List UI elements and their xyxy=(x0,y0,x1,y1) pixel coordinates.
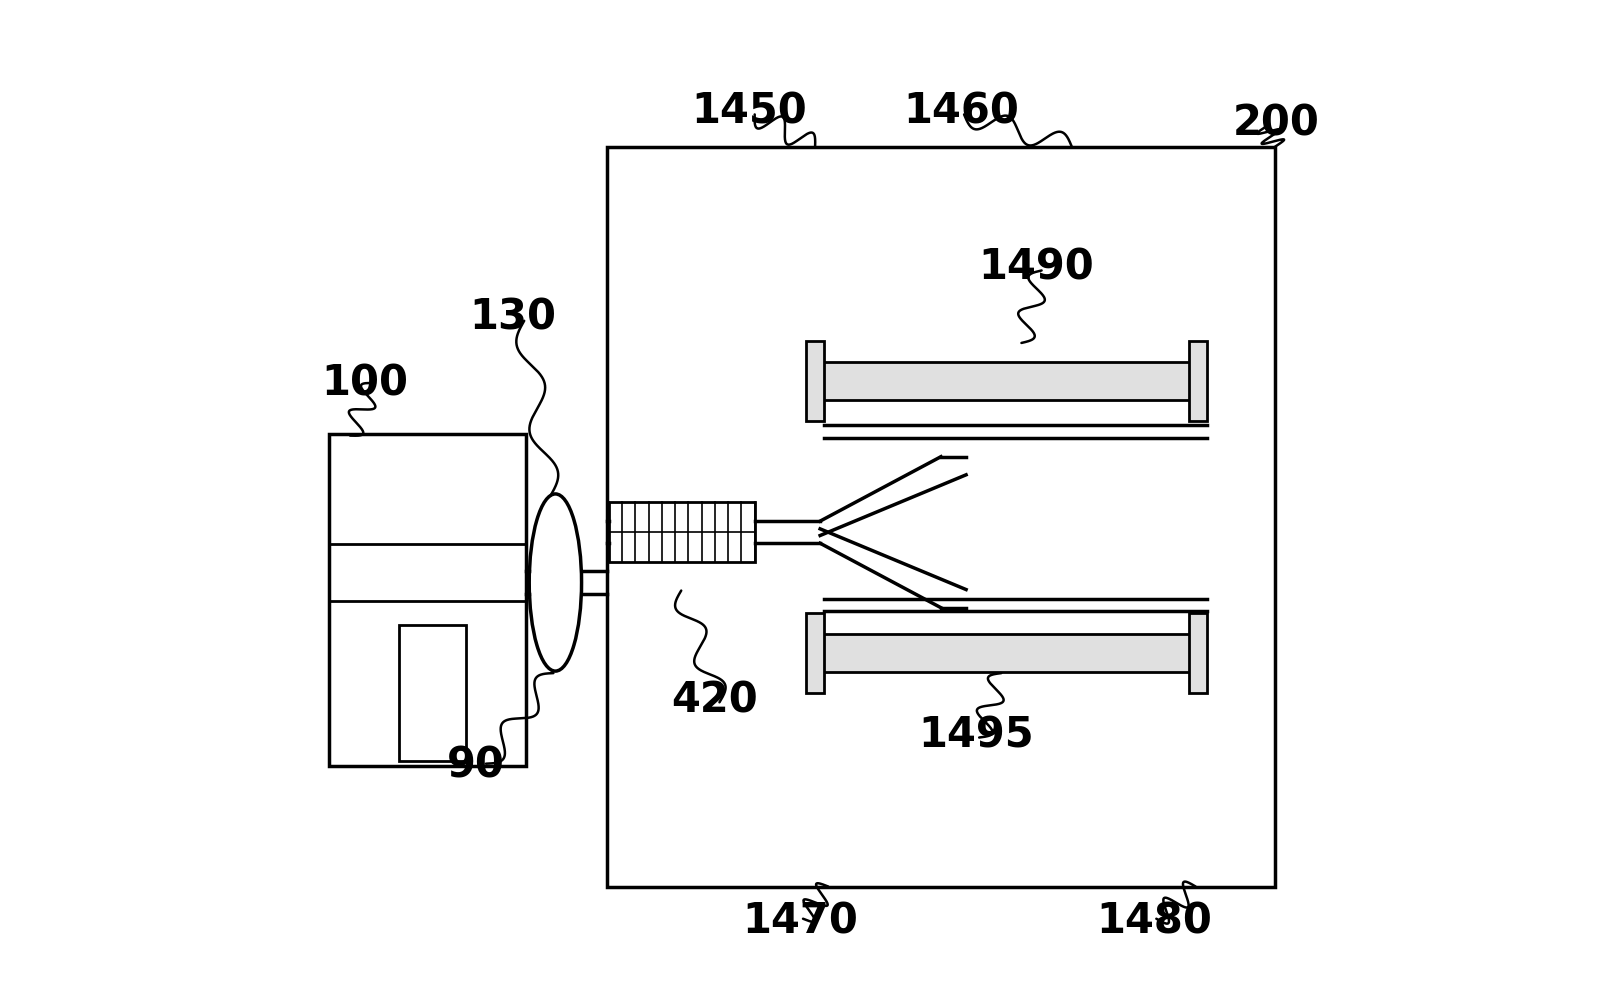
Bar xyxy=(606,146,1275,886)
Text: 130: 130 xyxy=(470,296,557,339)
Bar xyxy=(400,625,466,761)
Text: 1450: 1450 xyxy=(691,91,808,132)
Bar xyxy=(1189,341,1206,421)
Bar xyxy=(806,341,824,421)
Text: 100: 100 xyxy=(322,362,408,404)
Bar xyxy=(1189,613,1206,694)
Text: 420: 420 xyxy=(670,679,758,722)
Bar xyxy=(330,433,526,766)
Text: 1480: 1480 xyxy=(1096,901,1213,942)
Text: 1490: 1490 xyxy=(979,246,1094,288)
Bar xyxy=(814,634,1198,672)
Text: 200: 200 xyxy=(1232,103,1320,144)
Bar xyxy=(806,613,824,694)
Text: 1460: 1460 xyxy=(902,91,1019,132)
Text: 90: 90 xyxy=(446,745,506,786)
Text: 1470: 1470 xyxy=(742,901,858,942)
Text: 1495: 1495 xyxy=(918,715,1034,757)
Bar xyxy=(608,502,755,562)
Bar xyxy=(814,362,1198,400)
